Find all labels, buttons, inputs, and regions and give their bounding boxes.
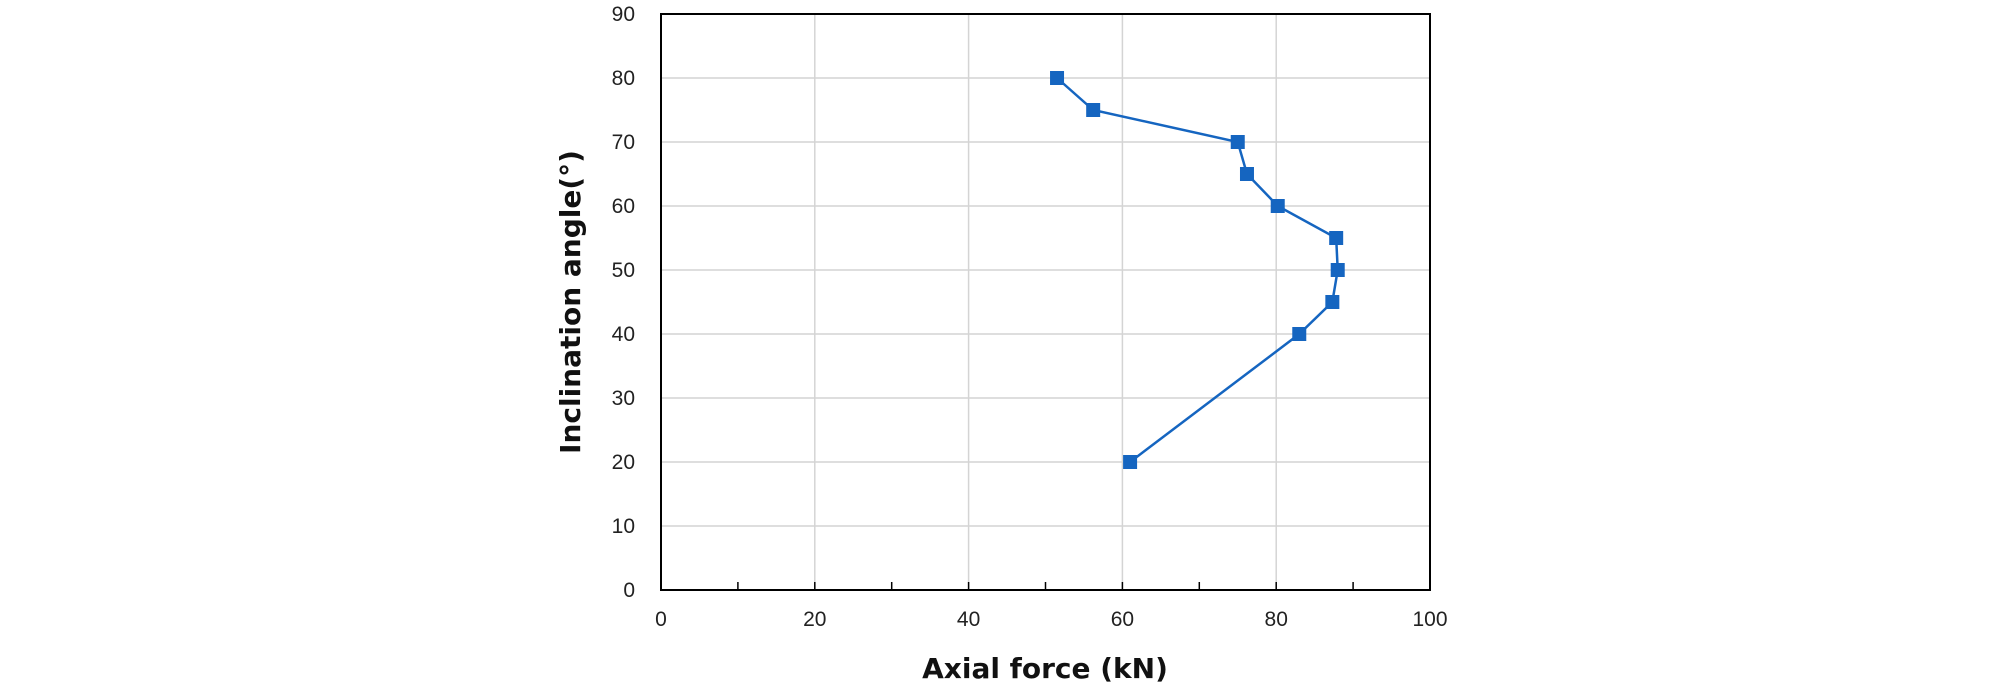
y-tick-label-40: 40 [612,323,635,346]
y-tick-label-80: 80 [612,67,635,90]
data-point-8 [1086,103,1101,117]
plot-area-frame [660,13,1431,591]
data-point-9 [1050,71,1065,85]
data-point-0 [1123,455,1138,469]
y-tick-label-70: 70 [612,131,635,154]
y-tick-label-60: 60 [612,195,635,218]
y-axis-title: Inclination angle(°) [554,150,587,454]
data-point-6 [1239,167,1254,181]
data-point-4 [1329,231,1344,245]
y-tick-label-10: 10 [612,515,635,538]
data-point-1 [1292,327,1307,341]
series-layer [1050,71,1345,469]
y-tick-label-90: 90 [612,3,635,26]
x-tick-label-20: 20 [803,608,826,631]
grid [661,14,1430,590]
tick-labels: 0 20 40 60 80 100 0 10 20 30 40 50 60 70 80 90 [612,3,1448,631]
axis-ticks [737,582,1354,590]
x-tick-label-0: 0 [655,608,667,631]
x-tick-label-100: 100 [1412,608,1447,631]
data-point-5 [1270,199,1285,213]
data-point-7 [1230,135,1245,149]
data-point-3 [1330,263,1345,277]
x-tick-label-60: 60 [1111,608,1134,631]
x-tick-label-80: 80 [1265,608,1288,631]
y-tick-label-50: 50 [612,259,635,282]
y-tick-label-30: 30 [612,387,635,410]
x-axis-title: Axial force (kN) [922,652,1168,685]
x-tick-label-40: 40 [957,608,980,631]
series-line-0 [1056,77,1339,463]
data-point-2 [1325,295,1340,309]
y-tick-label-20: 20 [612,451,635,474]
y-tick-label-0: 0 [623,579,635,602]
